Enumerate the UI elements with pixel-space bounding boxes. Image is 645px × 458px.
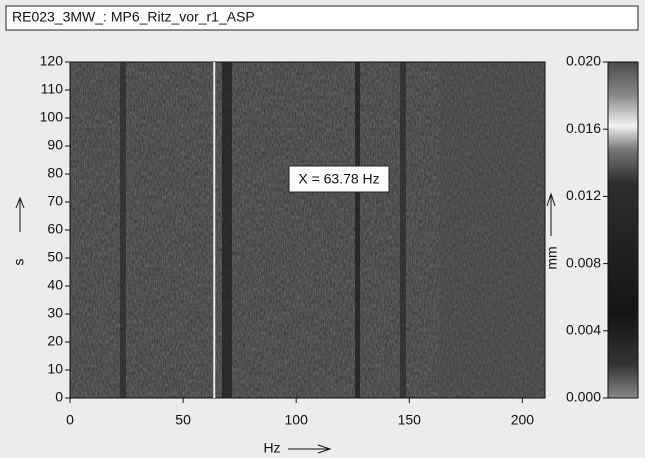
y-tick-label: 40 <box>47 277 63 293</box>
heatmap <box>70 62 545 398</box>
colorbar <box>608 62 638 398</box>
x-tick-label: 0 <box>66 412 74 428</box>
y-tick-label: 110 <box>41 81 64 97</box>
chart-title: RE023_3MW_: MP6_Ritz_vor_r1_ASP <box>12 9 255 25</box>
y-tick-label: 90 <box>47 137 63 153</box>
colorbar-arrow <box>546 192 556 236</box>
colorbar-tick-label: 0.008 <box>566 254 601 270</box>
title-box <box>5 5 639 31</box>
colorbar-tick-label: 0.016 <box>566 120 601 136</box>
y-tick-label: 30 <box>47 305 63 321</box>
cursor-label: X = 63.78 Hz <box>298 171 379 187</box>
y-tick-label: 80 <box>47 165 63 181</box>
colorbar-tick-label: 0.020 <box>566 53 601 69</box>
y-tick-label: 120 <box>40 53 64 69</box>
colorbar-label: mm <box>544 246 560 269</box>
colorbar-frame <box>607 61 639 399</box>
x-tick-label: 200 <box>511 412 535 428</box>
plot-frame <box>69 61 546 399</box>
x-tick-label: 50 <box>175 412 191 428</box>
y-tick-label: 100 <box>40 109 64 125</box>
y-axis-label: s <box>11 259 27 266</box>
x-axis-label: Hz <box>263 440 280 456</box>
colorbar-tick-label: 0.012 <box>566 187 601 203</box>
y-tick-label: 20 <box>47 333 63 349</box>
x-tick-label: 100 <box>285 412 309 428</box>
colorbar-tick-label: 0.004 <box>566 322 601 338</box>
y-tick-label: 10 <box>47 361 63 377</box>
y-tick-label: 0 <box>55 389 63 405</box>
y-axis-arrow <box>15 196 25 232</box>
colorbar-tick-label: 0.000 <box>566 389 601 405</box>
x-axis-arrow <box>288 444 332 454</box>
y-tick-label: 60 <box>47 221 63 237</box>
x-tick-label: 150 <box>398 412 422 428</box>
y-tick-label: 50 <box>47 249 63 265</box>
y-tick-label: 70 <box>47 193 63 209</box>
cursor-label-box <box>288 165 390 193</box>
